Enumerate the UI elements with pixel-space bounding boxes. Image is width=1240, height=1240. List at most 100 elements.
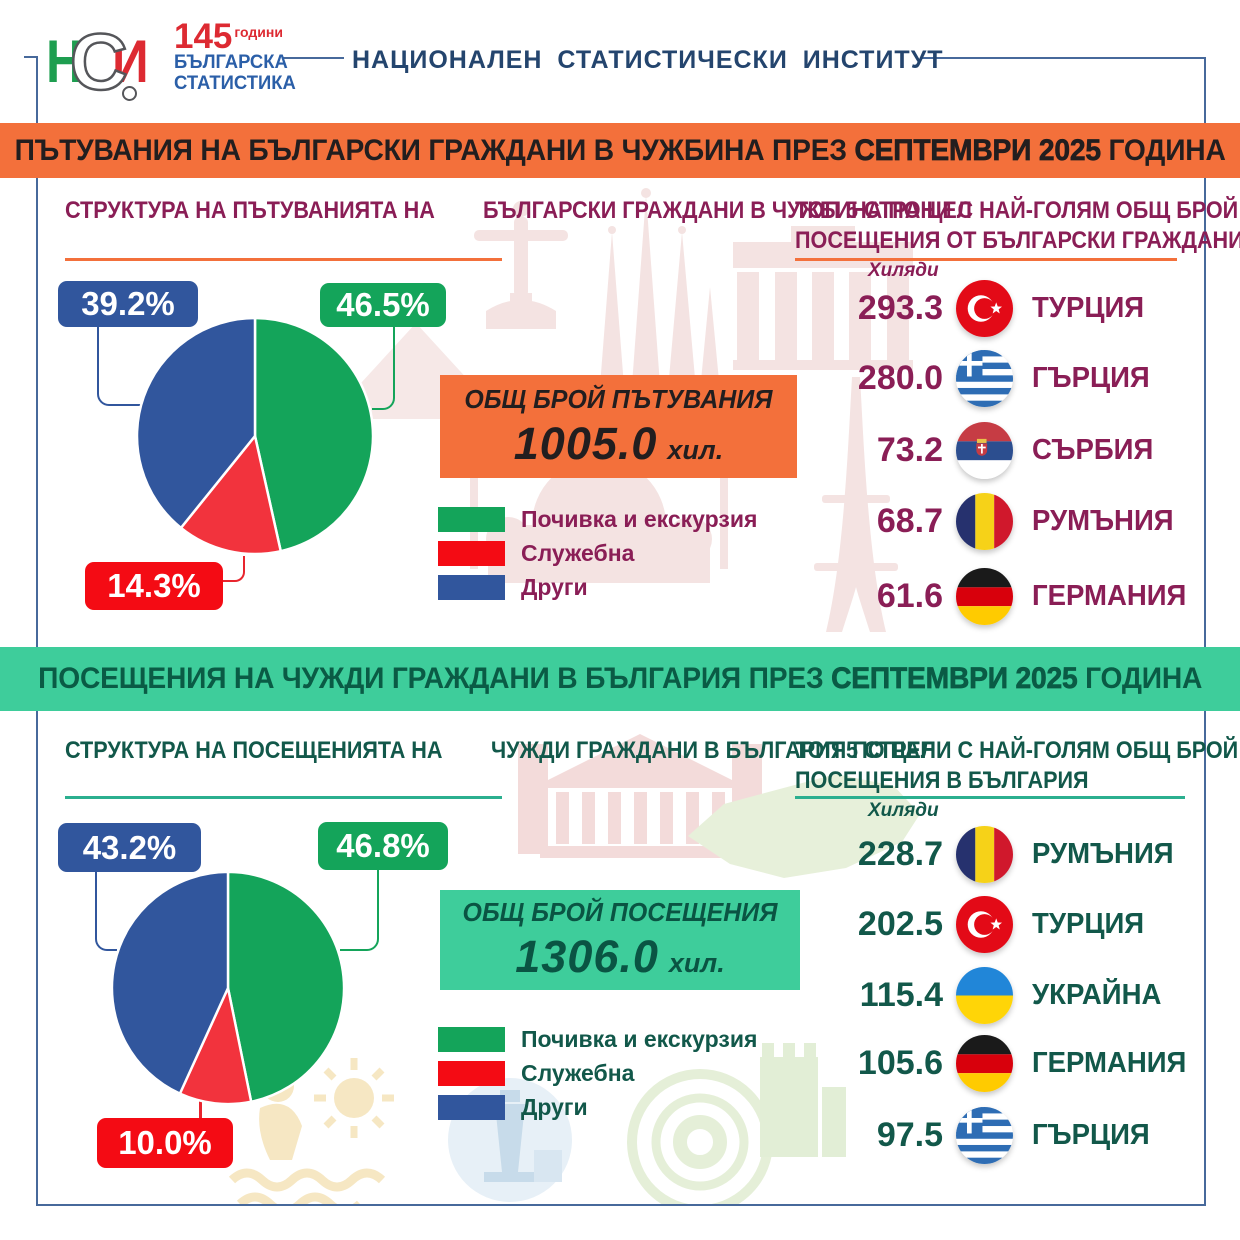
travel-structure-title: СТРУКТУРА НА ПЪТУВАНИЯТА НА БЪЛГАРСКИ ГР… (65, 197, 972, 224)
country-name: ТУРЦИЯ (1032, 908, 1145, 940)
ukraine-flag-icon (956, 967, 1013, 1024)
callout-connector-business-travel (222, 556, 245, 582)
country-value: 97.5 (876, 1116, 943, 1154)
pie-callout-business-travel: 14.3% (85, 562, 223, 610)
travel-top5-title: ТОП 5 СТРАНИ С НАЙ-ГОЛЯМ ОБЩ БРОЙ ПОСЕЩЕ… (795, 197, 1240, 254)
visits-top5-underline (795, 796, 1185, 799)
visits-thousands-label: Хиляди (868, 800, 939, 821)
germany-flag-icon (956, 568, 1013, 625)
travel-section-banner: ПЪТУВАНИЯ НА БЪЛГАРСКИ ГРАЖДАНИ В ЧУЖБИН… (0, 123, 1240, 178)
germany-flag-icon (956, 1035, 1013, 1092)
pie-callout-value: 39.2% (81, 285, 175, 322)
logo-145-years: 145 (174, 17, 233, 56)
country-value: 280.0 (857, 359, 943, 397)
country-name: УКРАЙНА (1032, 979, 1162, 1011)
visits-total-value: 1306.0 (515, 931, 659, 982)
legend-item-business: Служебна (438, 540, 634, 566)
legend-label: Други (521, 1093, 588, 1120)
callout-connector-business-visits (199, 1100, 202, 1118)
legend-swatch-red (438, 540, 505, 566)
visits-total-unit: хил. (668, 948, 725, 978)
legend-label: Служебна (521, 1059, 635, 1086)
country-row: 97.5 ГЪРЦИЯ (795, 1107, 1197, 1164)
legend-label: Служебна (521, 539, 635, 566)
pie-callout-business-visits: 10.0% (97, 1118, 233, 1168)
country-name: ГЪРЦИЯ (1032, 362, 1150, 394)
travel-thousands-label: Хиляди (868, 260, 939, 281)
romania-flag-icon (956, 493, 1013, 550)
legend-item-holiday: Почивка и екскурзия (438, 506, 757, 532)
callout-connector-others-travel (97, 327, 179, 406)
country-name: ГЪРЦИЯ (1032, 1119, 1150, 1151)
travel-top5-underline (795, 258, 1177, 261)
travel-total-unit: хил. (667, 434, 724, 465)
pie-callout-value: 14.3% (107, 567, 201, 604)
country-row: 115.4 УКРАЙНА (795, 967, 1197, 1024)
turkey-flag-icon (956, 896, 1013, 953)
pie-callout-others-travel: 39.2% (58, 281, 198, 327)
country-name: РУМЪНИЯ (1032, 505, 1174, 537)
legend-label: Почивка и екскурзия (521, 1025, 758, 1052)
frame-right-line (1204, 57, 1206, 1204)
country-name: РУМЪНИЯ (1032, 838, 1174, 870)
visits-banner-text: ПОСЕЩЕНИЯ НА ЧУЖДИ ГРАЖДАНИ В БЪЛГАРИЯ П… (37, 662, 1203, 696)
legend-item-others: Други (438, 1094, 588, 1120)
legend-label: Почивка и екскурзия (521, 505, 758, 532)
visits-top5-title: ТОП 5 СТРАНИ С НАЙ-ГОЛЯМ ОБЩ БРОЙ ПОСЕЩЕ… (795, 737, 1239, 794)
nsi-logo: Н С И 145 години БЪЛГАРСКА СТАТИСТИКА (46, 17, 300, 112)
country-row: 105.6 ГЕРМАНИЯ (795, 1035, 1197, 1092)
romania-flag-icon (956, 826, 1013, 883)
country-value: 293.3 (857, 289, 943, 327)
country-name: ТУРЦИЯ (1032, 292, 1145, 324)
legend-swatch-green (438, 506, 505, 532)
logo-letter-n: Н (46, 28, 83, 95)
legend-item-others: Други (438, 574, 588, 600)
logo-letter-i: И (112, 28, 149, 95)
visits-section-banner: ПОСЕЩЕНИЯ НА ЧУЖДИ ГРАЖДАНИ В БЪЛГАРИЯ П… (0, 647, 1240, 711)
pie-callout-value: 46.5% (336, 286, 430, 323)
frame-left-tick (24, 56, 36, 58)
pie-callout-value: 10.0% (118, 1124, 212, 1161)
nsi-logo-mark: Н С И (46, 17, 162, 112)
legend-swatch-blue (438, 574, 505, 600)
country-row: 280.0 ГЪРЦИЯ (795, 350, 1197, 407)
greece-flag-icon (956, 350, 1013, 407)
frame-left-line (36, 56, 38, 1204)
logo-text-block: 145 години БЪЛГАРСКА СТАТИСТИКА (174, 17, 300, 94)
country-value: 115.4 (859, 976, 943, 1014)
country-row: 228.7 РУМЪНИЯ (795, 826, 1197, 883)
frame-top-right-line (920, 57, 1206, 59)
pie-callout-value: 43.2% (82, 828, 177, 866)
logo-dot (122, 86, 137, 101)
callout-connector-others-visits (95, 872, 117, 951)
country-row: 73.2 СЪРБИЯ (795, 422, 1197, 479)
logo-brand-line2: СТАТИСТИКА (174, 73, 296, 94)
legend-swatch-red (438, 1060, 505, 1086)
country-row: 202.5 ТУРЦИЯ (795, 896, 1197, 953)
legend-item-business: Служебна (438, 1060, 634, 1086)
country-row: 68.7 РУМЪНИЯ (795, 493, 1197, 550)
legend-swatch-blue (438, 1094, 505, 1120)
legend-item-holiday: Почивка и екскурзия (438, 1026, 757, 1052)
travel-structure-underline (65, 258, 502, 261)
callout-connector-holiday-visits (340, 870, 379, 951)
turkey-flag-icon (956, 280, 1013, 337)
institute-title: НАЦИОНАЛЕН СТАТИСТИЧЕСКИ ИНСТИТУТ (352, 46, 944, 74)
travel-total-label: ОБЩ БРОЙ ПЪТУВАНИЯ (464, 383, 773, 414)
country-value: 228.7 (857, 835, 943, 873)
country-row: 293.3 ТУРЦИЯ (795, 280, 1197, 337)
travel-banner-text: ПЪТУВАНИЯ НА БЪЛГАРСКИ ГРАЖДАНИ В ЧУЖБИН… (14, 133, 1226, 167)
serbia-flag-icon (956, 422, 1013, 479)
country-value: 68.7 (876, 502, 943, 540)
frame-bottom-line (36, 1204, 1206, 1206)
logo-letter-s: С (69, 17, 129, 106)
travel-total-value: 1005.0 (513, 417, 658, 469)
pie-callout-holiday-travel: 46.5% (320, 283, 446, 327)
pie-callout-holiday-visits: 46.8% (318, 822, 448, 870)
country-value: 202.5 (857, 905, 943, 943)
pie-callout-value: 46.8% (336, 827, 430, 864)
logo-years-word: години (234, 24, 283, 40)
pie-callout-others-visits: 43.2% (58, 823, 201, 872)
country-value: 61.6 (876, 577, 943, 615)
travel-pie-chart (135, 316, 375, 556)
